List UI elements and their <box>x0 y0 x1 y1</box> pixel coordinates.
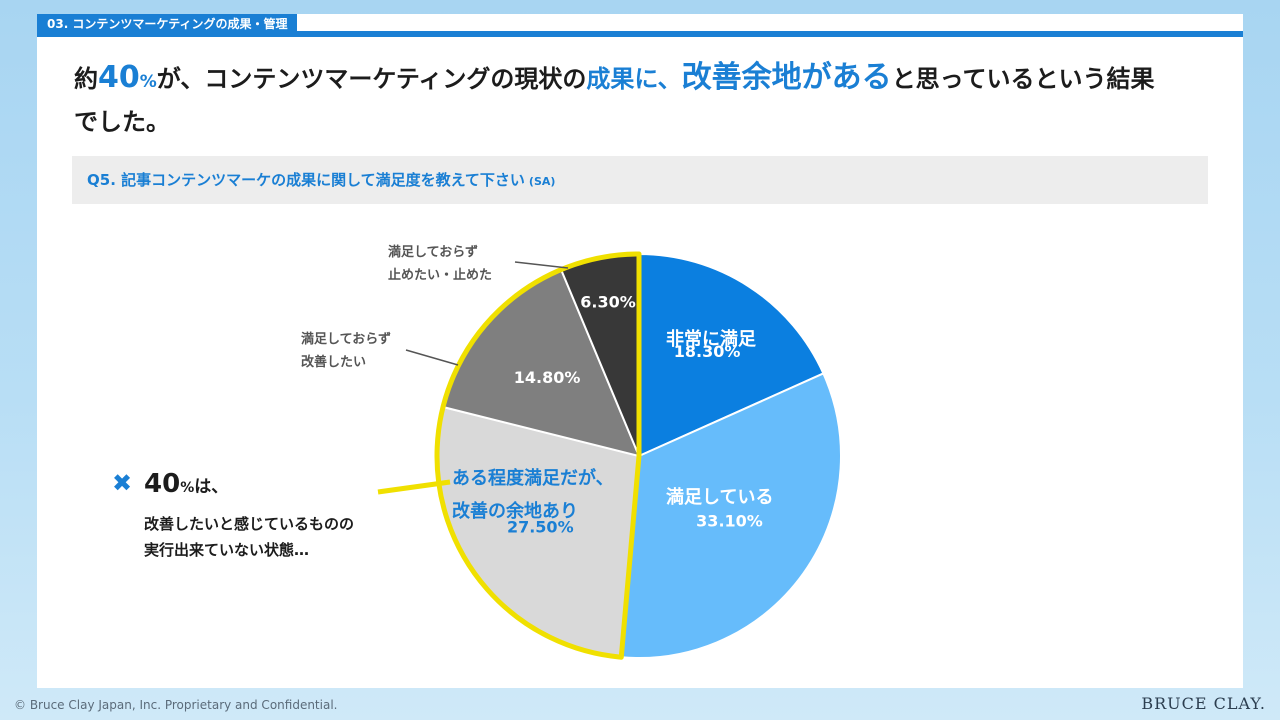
headline-part: と思っているという結果 <box>891 65 1155 93</box>
note-line: 実行出来ていない状態… <box>144 541 310 559</box>
pie-highlight <box>434 251 642 660</box>
note-headline: 40%は、 <box>144 469 228 499</box>
note-connector-line <box>377 479 451 495</box>
callout-label: 止めたい・止めた <box>388 267 492 283</box>
question-tag: (SA) <box>528 175 556 188</box>
callout-label: 改善したい <box>301 354 366 370</box>
headline-part: が、コンテンツマーケティングの現状の <box>156 65 587 93</box>
slice-value-label: 6.30% <box>580 293 636 312</box>
brand-logo: BRUCE CLAY. <box>1141 694 1266 713</box>
slice-name-label: 改善の余地あり <box>452 500 578 522</box>
slice-value-label: 33.10% <box>696 511 763 530</box>
pie-callouts: 満足しておらず 止めたい・止めた 満足しておらず 改善したい <box>301 244 569 370</box>
headline-emphasis: 改善余地がある <box>681 60 892 95</box>
footer-copyright: © Bruce Clay Japan, Inc. Proprietary and… <box>14 698 338 712</box>
question-text: Q5. 記事コンテンツマーケの成果に関して満足度を教えて下さい (SA) <box>87 156 555 206</box>
pie-slices <box>436 252 842 659</box>
pie-inside-labels: 非常に満足 満足している ある程度満足だが、 改善の余地あり <box>452 328 773 522</box>
slice-name-label: 非常に満足 <box>666 328 756 350</box>
headline-percent: % <box>139 72 157 92</box>
question-label: Q5. 記事コンテンツマーケの成果に関して満足度を教えて下さい <box>87 171 525 189</box>
slice-value-label: 27.50% <box>507 517 574 536</box>
note-number: 40 <box>144 469 181 499</box>
cross-mark-icon: ✖ <box>112 469 133 497</box>
slice-value-label: 14.80% <box>514 368 581 387</box>
top-rule <box>37 31 1243 37</box>
note-percent: % <box>180 480 195 496</box>
pie-slice <box>638 252 825 458</box>
slice-value-label: 18.30% <box>674 342 741 361</box>
highlight-outline <box>434 251 642 660</box>
callout-label: 満足しておらず <box>301 331 391 347</box>
callout-label: 満足しておらず <box>388 244 478 260</box>
headline-number: 40 <box>98 60 140 95</box>
note-particle: は、 <box>194 477 229 497</box>
headline-part: 約 <box>74 65 98 93</box>
pie-slice <box>620 372 842 659</box>
headline-part: でした。 <box>74 108 170 136</box>
question-box: Q5. 記事コンテンツマーケの成果に関して満足度を教えて下さい (SA) <box>72 156 1208 204</box>
section-tag: 03. コンテンツマーケティングの成果・管理 <box>37 14 298 37</box>
note-line: 改善したいと感じているものの <box>144 515 355 533</box>
headline-highlight: 成果に、 <box>586 65 682 93</box>
note-body: 改善したいと感じているものの 実行出来ていない状態… <box>144 511 434 563</box>
slice-name-label: 満足している <box>666 486 773 508</box>
callout-leader-line <box>514 261 569 269</box>
headline: 約40%が、コンテンツマーケティングの現状の成果に、改善余地があると思っていると… <box>74 58 1204 142</box>
slice-name-label: ある程度満足だが、 <box>452 467 614 489</box>
pie-value-labels: 18.30% 33.10% 27.50% 14.80% 6.30% <box>507 293 763 537</box>
callout-leader-line <box>405 349 459 366</box>
